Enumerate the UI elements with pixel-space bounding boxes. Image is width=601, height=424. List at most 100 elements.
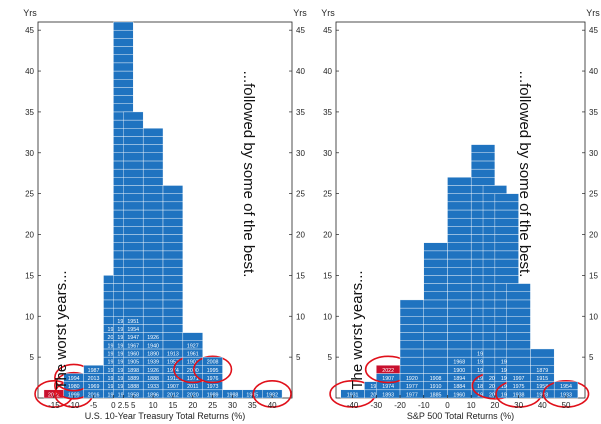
- year-cell: [506, 365, 531, 374]
- year-cell: [123, 193, 144, 203]
- histogram-bin: 1977 1977 1920: [399, 299, 424, 398]
- year-cell: [506, 307, 531, 317]
- year-cell: [423, 348, 448, 358]
- year-cell: [123, 136, 144, 145]
- year-cell: [142, 136, 164, 145]
- year-cell: [423, 299, 448, 309]
- year-cell: [162, 316, 184, 325]
- year-label: 2011: [187, 384, 198, 390]
- x-tick-label: 20: [188, 401, 197, 410]
- year-cell: [162, 234, 184, 243]
- year-label: 1907: [167, 384, 179, 390]
- x-tick-label: 35: [248, 401, 257, 410]
- year-cell: [142, 250, 164, 260]
- y-tick-label: 5: [328, 353, 333, 362]
- year-label: 1968: [453, 360, 465, 366]
- year-label: 1977: [406, 392, 418, 398]
- year-label: 1969: [88, 384, 100, 390]
- year-cell: [423, 258, 448, 268]
- y-tick-label: 15: [323, 271, 332, 280]
- year-label: 1893: [382, 392, 394, 398]
- year-cell: [506, 324, 531, 333]
- y-tick-label: 5: [589, 353, 594, 362]
- y-tick-label: 35: [323, 108, 332, 117]
- year-cell: [447, 209, 472, 219]
- year-cell: [530, 356, 555, 366]
- y-tick-label: 45: [296, 26, 305, 35]
- year-cell: [423, 324, 448, 333]
- year-cell: [494, 250, 519, 260]
- y-axis-label-left: Yrs: [321, 8, 335, 18]
- x-tick-label: 30: [514, 401, 523, 410]
- y-tick-label: 10: [25, 312, 34, 321]
- year-cell: [399, 365, 424, 374]
- year-cell: [123, 168, 144, 178]
- year-cell: [142, 177, 164, 186]
- y-tick-label: 40: [25, 67, 34, 76]
- year-cell: [423, 307, 448, 317]
- year-cell: [142, 324, 164, 333]
- year-cell: [447, 299, 472, 309]
- year-cell: [142, 316, 164, 325]
- y-tick-label: 40: [589, 67, 598, 76]
- year-cell: [494, 217, 519, 227]
- year-cell: [423, 332, 448, 341]
- annotation-worst-years: The worst years...: [349, 270, 366, 389]
- year-cell: [142, 128, 164, 137]
- x-tick-label: -40: [347, 401, 359, 410]
- year-label: 1954: [127, 327, 139, 333]
- year-cell: [113, 46, 134, 55]
- year-cell: [123, 258, 144, 268]
- year-cell: [494, 242, 519, 252]
- year-cell: [162, 217, 184, 227]
- year-cell: [447, 234, 472, 243]
- y-tick-label: 25: [25, 190, 34, 199]
- y-tick-label: 20: [25, 231, 34, 240]
- year-cell: [447, 267, 472, 276]
- highlight-ring: [192, 355, 233, 384]
- year-label: 1971: [187, 376, 199, 382]
- x-tick-label: 0: [111, 401, 116, 410]
- year-cell: [142, 307, 164, 317]
- year-cell: [142, 299, 164, 309]
- year-cell: [142, 201, 164, 211]
- year-cell: [162, 267, 184, 276]
- year-label: 1926: [147, 368, 159, 374]
- year-cell: [113, 38, 134, 47]
- year-label: 1960: [453, 392, 465, 398]
- year-label: 1967: [127, 343, 139, 349]
- year-cell: [447, 283, 472, 292]
- year-cell: [162, 258, 184, 268]
- year-cell: [123, 242, 144, 252]
- x-tick-label: 5: [131, 401, 136, 410]
- year-cell: [506, 340, 531, 350]
- year-cell: [423, 267, 448, 276]
- treasury-returns-histogram: Yrs Yrs 5 5 10 10 15 15 20 20 25 25 30 30 35 35 40 40 45 45…: [23, 8, 307, 421]
- y-tick-label: 35: [589, 108, 598, 117]
- year-cell: [447, 185, 472, 194]
- histogram-bin: 1885 1910 1908: [423, 242, 448, 398]
- year-cell: [142, 283, 164, 292]
- year-cell: [506, 316, 531, 325]
- year-cell: [447, 201, 472, 211]
- y-tick-label: 10: [323, 312, 332, 321]
- year-cell: [399, 348, 424, 358]
- year-label: 2000: [187, 368, 199, 374]
- year-cell: [494, 226, 519, 235]
- y-tick-label: 40: [323, 67, 332, 76]
- year-label: 1940: [147, 343, 159, 349]
- year-cell: [447, 177, 472, 186]
- y-tick-label: 35: [296, 108, 305, 117]
- year-cell: [470, 160, 496, 170]
- y-tick-label: 30: [323, 149, 332, 158]
- year-cell: [162, 307, 184, 317]
- annotation-best-years: ...followed by some of the best.: [516, 71, 533, 278]
- year-label: 1913: [167, 352, 179, 358]
- year-label: 1888: [127, 384, 139, 390]
- year-label: 1920: [406, 376, 418, 382]
- y-tick-label: 20: [296, 231, 305, 240]
- year-cell: [123, 217, 144, 227]
- year-cell: [123, 307, 144, 317]
